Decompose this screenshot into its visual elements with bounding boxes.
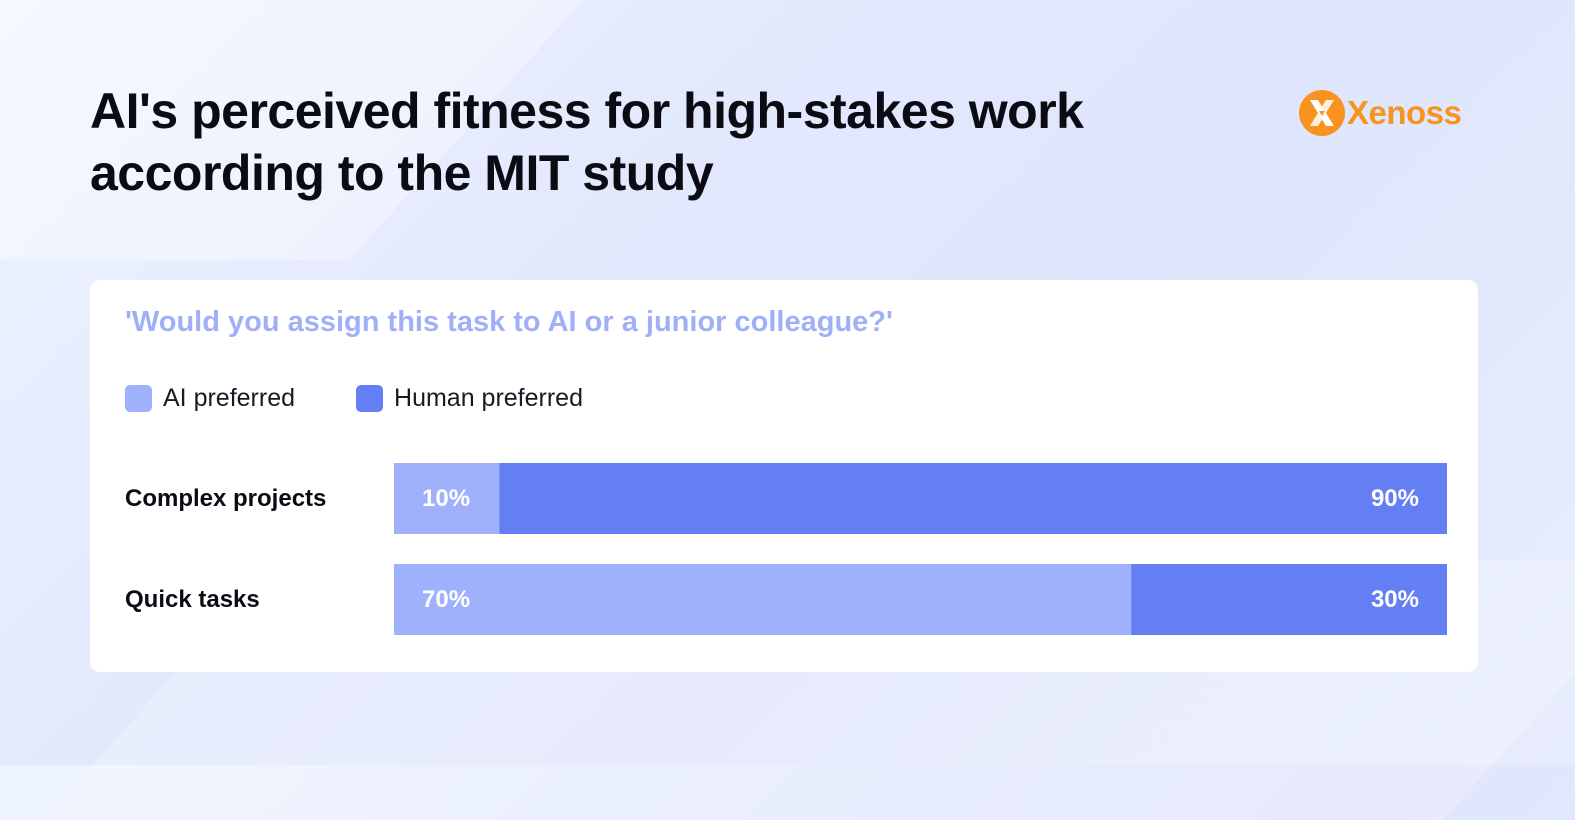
legend-label-human: Human preferred — [394, 384, 583, 412]
data-label: 30% — [1371, 586, 1419, 613]
legend-swatch-human — [356, 385, 384, 412]
bar-segment-ai — [394, 463, 500, 534]
bar-segment-human — [499, 463, 1447, 534]
bar-segment-ai — [394, 564, 1132, 635]
legend-label-ai: AI preferred — [163, 384, 296, 412]
category-label: Complex projects — [125, 485, 326, 512]
bar-segment-human — [1131, 564, 1447, 635]
legend: AI preferred Human preferred — [125, 384, 644, 413]
legend-item-ai: AI preferred — [125, 384, 295, 413]
data-label: 70% — [422, 586, 470, 613]
category-label: Quick tasks — [125, 586, 260, 613]
data-label: 90% — [1371, 485, 1419, 512]
page-title: AI's perceived fitness for high-stakes w… — [90, 83, 1084, 201]
chart-title: 'Would you assign this task to AI or a j… — [125, 306, 893, 338]
data-label: 10% — [422, 485, 470, 512]
xenoss-logo-icon — [1299, 90, 1345, 136]
chart-card: 'Would you assign this task to AI or a j… — [90, 280, 1478, 672]
brand-logo: Xenoss — [1298, 88, 1462, 138]
legend-swatch-ai — [125, 385, 152, 412]
brand-name: Xenoss — [1347, 94, 1462, 131]
legend-item-human: Human preferred — [356, 384, 583, 413]
stacked-bar-chart: Complex projects 10% 90% Quick tasks 70% 30% — [125, 463, 1447, 635]
